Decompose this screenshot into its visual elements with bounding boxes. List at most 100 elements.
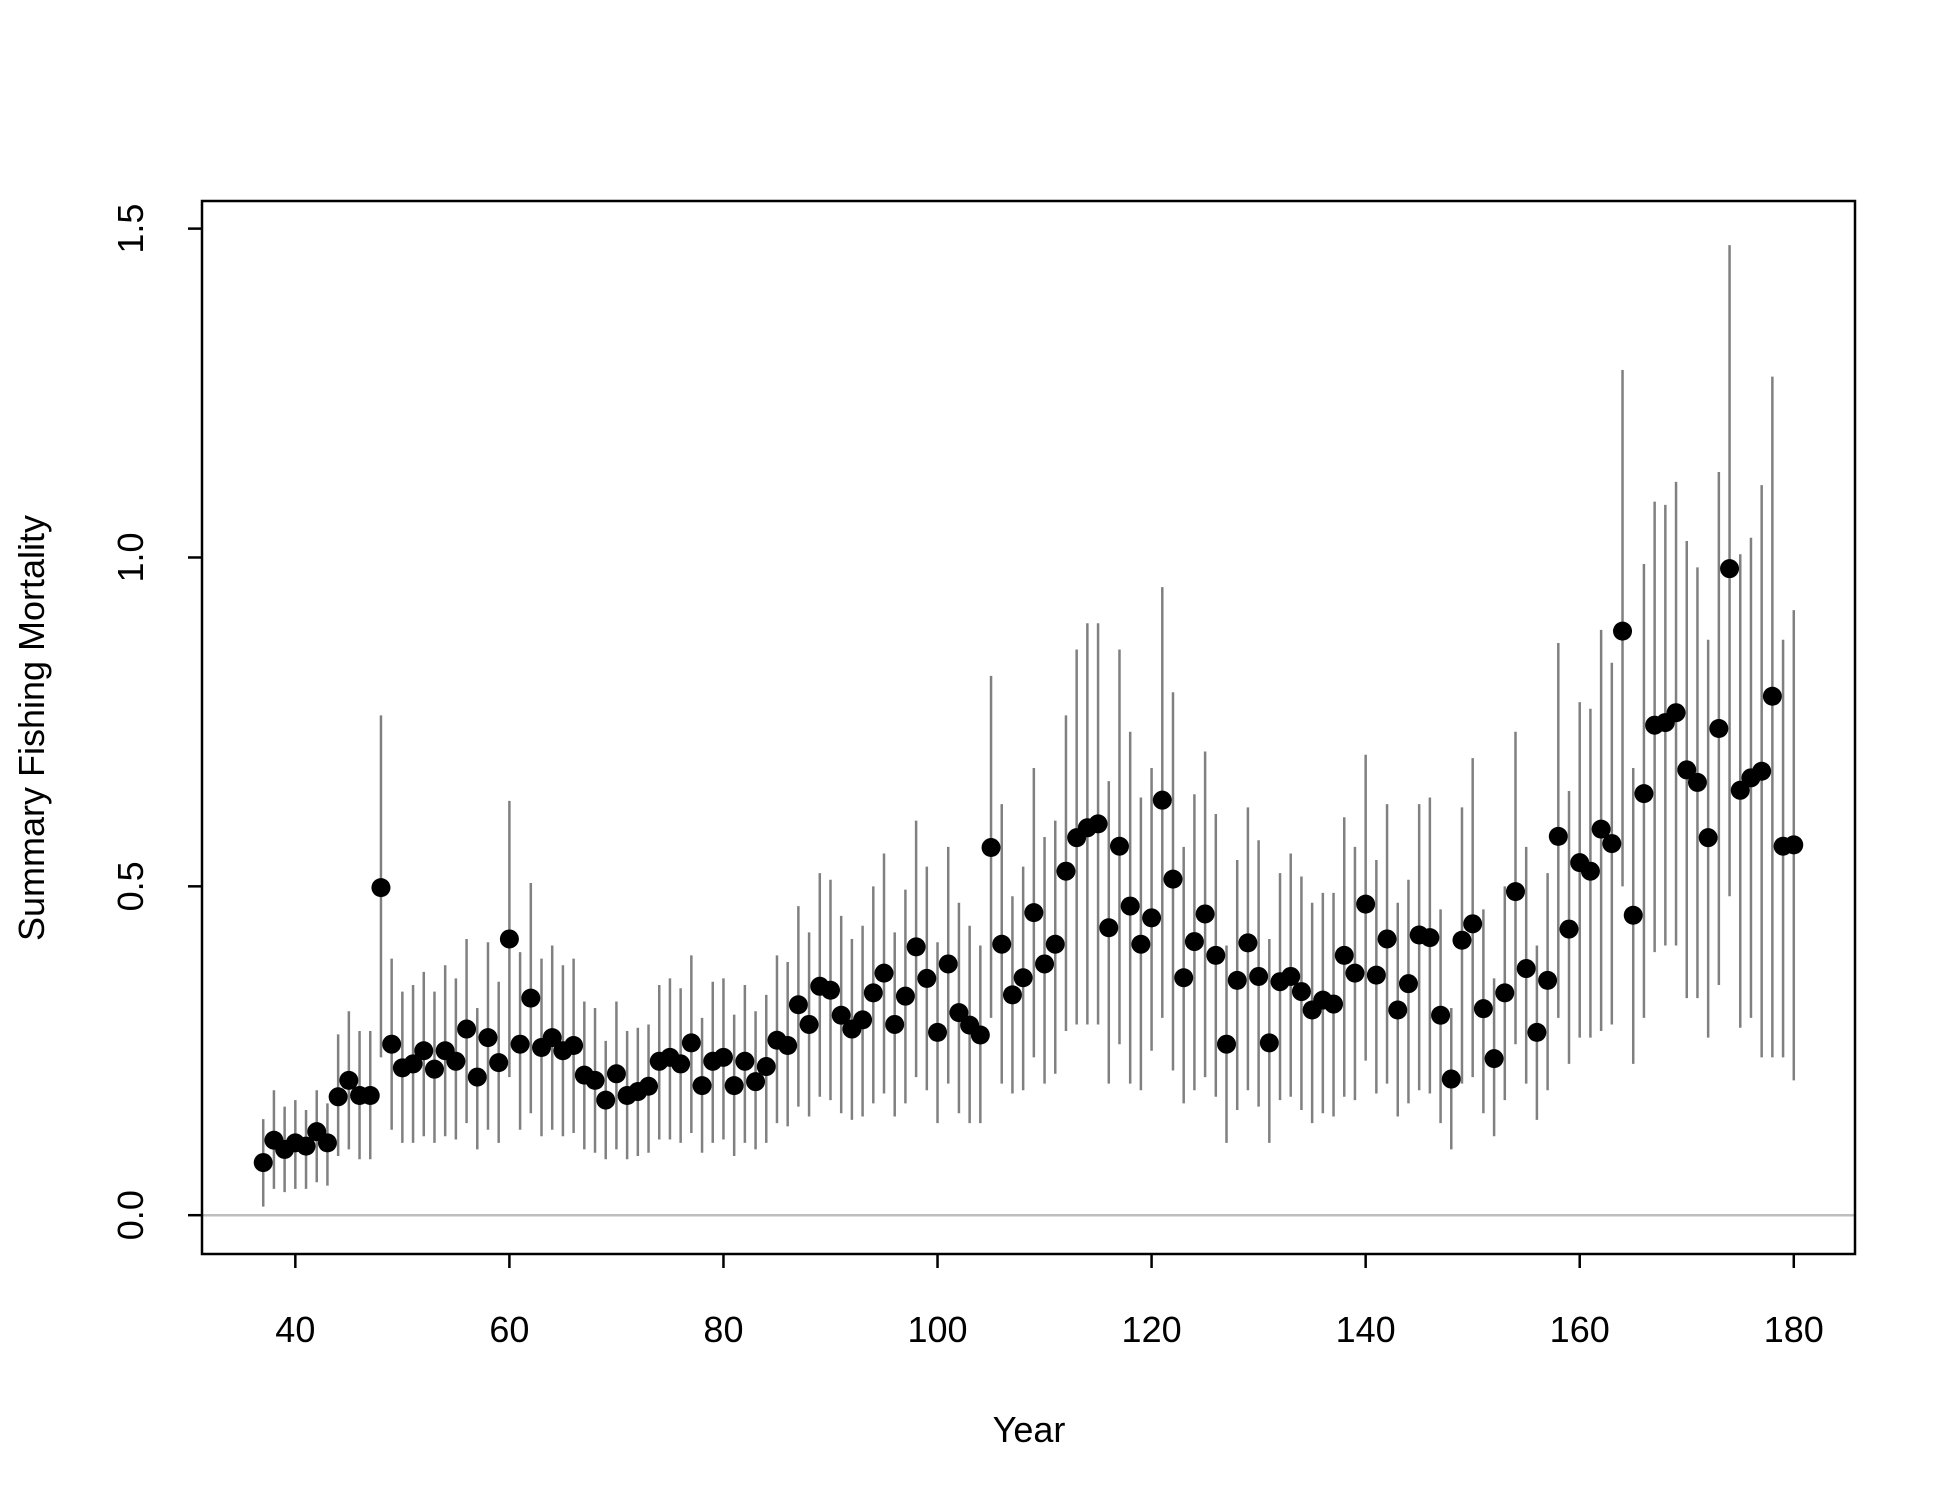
point <box>1131 934 1151 954</box>
point <box>1698 828 1718 848</box>
x-tick-label: 80 <box>703 1309 743 1350</box>
point <box>596 1090 616 1110</box>
point <box>756 1057 776 1077</box>
point <box>1623 905 1643 925</box>
point <box>360 1085 380 1105</box>
point <box>724 1076 744 1096</box>
point <box>831 1005 851 1025</box>
point <box>521 988 541 1008</box>
point <box>253 1153 273 1173</box>
point <box>382 1034 402 1054</box>
point <box>467 1067 487 1087</box>
point <box>1602 834 1622 854</box>
point <box>639 1076 659 1096</box>
point <box>1249 966 1269 986</box>
point <box>874 963 894 983</box>
point <box>1227 970 1247 990</box>
point <box>1024 903 1044 923</box>
point <box>1045 934 1065 954</box>
point <box>1580 861 1600 881</box>
point <box>938 954 958 974</box>
plot-frame <box>200 199 1857 1256</box>
point <box>499 929 519 949</box>
x-tick-label: 180 <box>1764 1309 1824 1350</box>
point <box>1388 1000 1408 1020</box>
point <box>820 980 840 1000</box>
point <box>489 1053 509 1073</box>
point <box>1356 894 1376 914</box>
point <box>1099 918 1119 938</box>
point <box>1174 968 1194 988</box>
point <box>1709 718 1729 738</box>
point <box>1452 930 1472 950</box>
point <box>1527 1022 1547 1042</box>
point <box>1142 908 1162 928</box>
point <box>981 838 1001 858</box>
point <box>1366 965 1386 985</box>
y-axis-label: Summary Fishing Mortality <box>11 515 52 941</box>
point <box>1473 999 1493 1019</box>
point <box>799 1014 819 1034</box>
point <box>1377 929 1397 949</box>
point <box>1677 760 1697 780</box>
x-axis-label: Year <box>993 1409 1066 1450</box>
point <box>1784 835 1804 855</box>
point <box>885 1014 905 1034</box>
point <box>328 1087 348 1107</box>
point <box>1548 826 1568 846</box>
x-tick-label: 160 <box>1550 1309 1610 1350</box>
point <box>1206 945 1226 965</box>
point <box>1002 985 1022 1005</box>
point <box>895 986 915 1006</box>
point <box>1720 559 1740 579</box>
point <box>1516 959 1536 979</box>
point <box>1591 819 1611 839</box>
point <box>1687 772 1707 792</box>
x-tick-label: 40 <box>275 1309 315 1350</box>
point <box>671 1054 691 1074</box>
point <box>778 1036 798 1056</box>
point <box>1152 790 1172 810</box>
point <box>1505 882 1525 902</box>
point <box>1431 1005 1451 1025</box>
point <box>970 1025 990 1045</box>
y-tick-label: 1.0 <box>110 532 151 582</box>
point <box>992 934 1012 954</box>
point <box>606 1064 626 1084</box>
point <box>585 1070 605 1090</box>
point <box>1120 896 1140 916</box>
point <box>713 1047 733 1067</box>
point <box>1666 703 1686 723</box>
point <box>1195 904 1215 924</box>
point <box>1281 966 1301 986</box>
point <box>1035 954 1055 974</box>
point <box>1613 621 1633 641</box>
point <box>1013 968 1033 988</box>
point <box>1559 919 1579 939</box>
point <box>317 1133 337 1153</box>
point <box>1163 869 1183 889</box>
point <box>1752 761 1772 781</box>
point <box>564 1036 584 1056</box>
point <box>478 1028 498 1048</box>
point <box>1495 983 1515 1003</box>
point <box>1259 1033 1279 1053</box>
point <box>917 968 937 988</box>
point <box>1762 686 1782 706</box>
point <box>1634 784 1654 804</box>
point <box>446 1051 466 1071</box>
y-tick-label: 0.0 <box>110 1190 151 1240</box>
point <box>1184 932 1204 952</box>
point <box>371 878 391 898</box>
point <box>510 1034 530 1054</box>
point <box>788 995 808 1015</box>
point <box>414 1041 434 1061</box>
point <box>1238 933 1258 953</box>
point <box>1056 861 1076 881</box>
point <box>339 1070 359 1090</box>
point <box>735 1051 755 1071</box>
point <box>1324 994 1344 1014</box>
point <box>424 1059 444 1079</box>
